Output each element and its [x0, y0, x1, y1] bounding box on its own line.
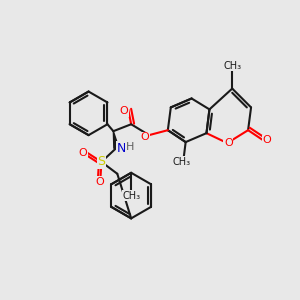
- Text: O: O: [95, 177, 104, 187]
- Polygon shape: [113, 131, 119, 148]
- Text: CH₃: CH₃: [172, 157, 191, 167]
- Text: CH₃: CH₃: [223, 61, 241, 71]
- Text: O: O: [120, 106, 129, 116]
- Text: O: O: [224, 138, 233, 148]
- Text: N: N: [117, 142, 126, 154]
- Text: CH₃: CH₃: [122, 190, 140, 201]
- Text: O: O: [262, 135, 271, 145]
- Text: H: H: [126, 142, 134, 152]
- Text: S: S: [98, 155, 106, 168]
- Text: O: O: [141, 132, 149, 142]
- Text: O: O: [78, 148, 87, 158]
